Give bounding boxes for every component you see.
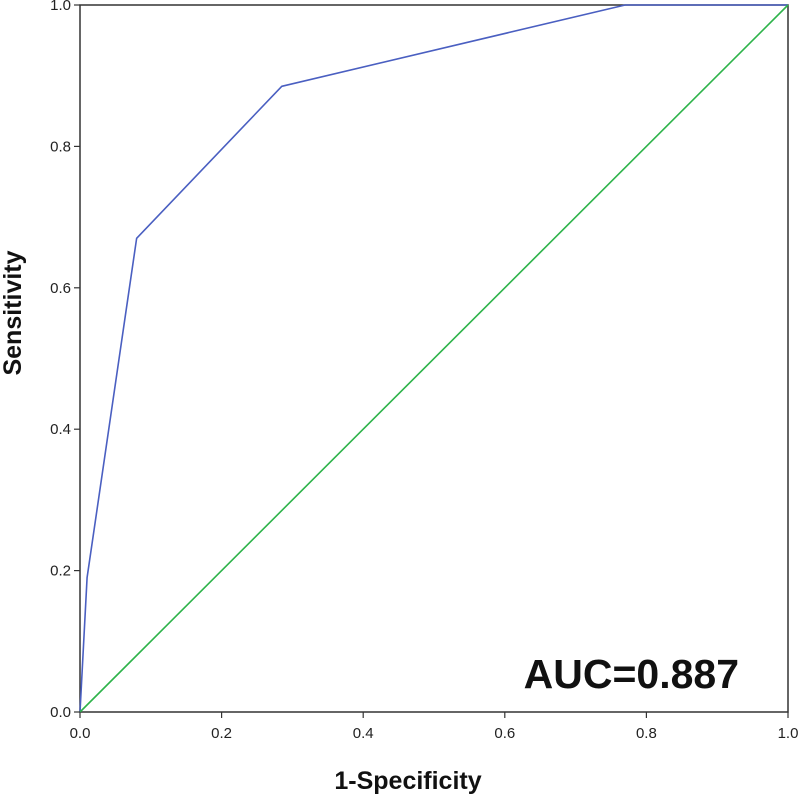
y-axis: 0.0 0.2 0.4 0.6 0.8 1.0 bbox=[50, 0, 80, 721]
auc-annotation: AUC=0.887 bbox=[524, 651, 739, 697]
roc-curve-line bbox=[79, 4, 788, 713]
y-tick-label: 1.0 bbox=[50, 0, 71, 14]
series-layer bbox=[79, 4, 789, 713]
y-axis-title: Sensitivity bbox=[0, 250, 27, 375]
x-tick-label: 0.2 bbox=[211, 725, 232, 742]
x-tick-label: 1.0 bbox=[778, 725, 799, 742]
y-tick-label: 0.4 bbox=[50, 421, 71, 438]
y-tick-label: 0.6 bbox=[50, 280, 71, 297]
y-tick-label: 0.8 bbox=[50, 138, 71, 155]
x-tick-label: 0.4 bbox=[353, 725, 374, 742]
x-axis-title: 1-Specificity bbox=[334, 767, 481, 795]
plot-area bbox=[79, 4, 789, 713]
x-axis: 0.0 0.2 0.4 0.6 0.8 1.0 bbox=[70, 712, 799, 742]
y-tick-label: 0.2 bbox=[50, 563, 71, 580]
y-tick-label: 0.0 bbox=[50, 704, 71, 721]
reference-diagonal-line bbox=[79, 4, 789, 713]
x-tick-label: 0.0 bbox=[70, 725, 91, 742]
x-tick-label: 0.8 bbox=[636, 725, 657, 742]
x-tick-label: 0.6 bbox=[494, 725, 515, 742]
